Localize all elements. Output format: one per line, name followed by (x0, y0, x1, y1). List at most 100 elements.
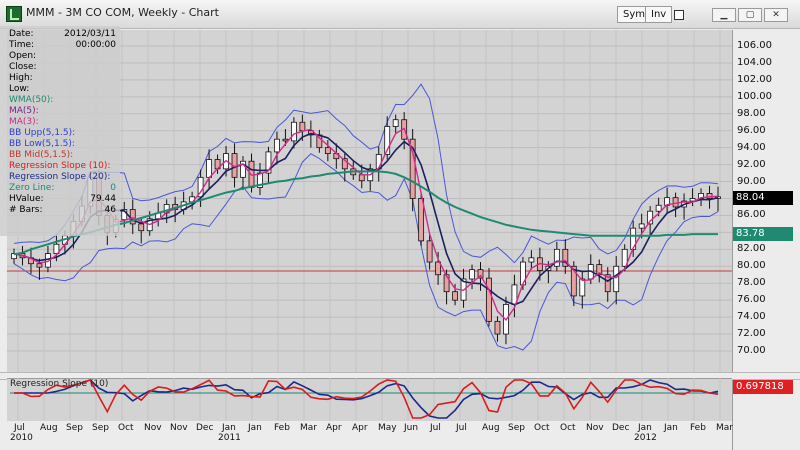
candle-body (257, 172, 263, 188)
data-window-label: Regression Slope (10): (9, 161, 111, 171)
price-tick-label: 70.00 (737, 345, 766, 356)
candle-body (265, 151, 272, 174)
data-window-value: 0 (110, 183, 116, 193)
month-tick-label: Jul (14, 423, 25, 433)
regression-value-badge: 0.697818 (733, 380, 793, 394)
candle-body (341, 158, 348, 170)
candle-body (689, 198, 696, 202)
data-window-row: Regression Slope (20): (9, 172, 110, 182)
price-marker-badge: 88.04 (733, 191, 793, 206)
price-tick-label: 92.00 (737, 158, 766, 170)
price-tick-label: 96.00 (737, 124, 766, 136)
year-tick-label: 2012 (634, 433, 657, 443)
month-tick-label: Mar (300, 423, 317, 433)
price-tick-label: 80.00 (737, 260, 766, 272)
data-window-value: 00:00:00 (75, 40, 116, 50)
month-tick-label: Jan (664, 423, 678, 433)
subchart-title: Regression Slope (10) (10, 379, 109, 389)
data-window-row: Low: (9, 84, 29, 94)
candle-body (274, 138, 280, 153)
month-tick-label: Aug (482, 423, 500, 433)
month-tick-label: Sep (66, 423, 83, 433)
price-tick-label: 76.00 (737, 294, 766, 306)
month-tick-label: Apr (352, 423, 368, 433)
data-window-label: BB Low(5,1.5): (9, 139, 75, 149)
candle-body (647, 210, 654, 225)
price-tick-label: 106.00 (737, 40, 772, 51)
price-tick-label: 94.00 (737, 141, 766, 153)
chart-app-icon (6, 6, 22, 22)
candle-body (384, 126, 391, 155)
candle-body (553, 248, 560, 267)
candle-body (621, 248, 628, 267)
month-tick-label: May (378, 423, 397, 433)
price-tick-label: 100.00 (737, 90, 772, 102)
data-window-row: HValue: 79.44 (9, 194, 116, 204)
year-tick-label: 2011 (218, 433, 241, 443)
data-window-row: BB Mid(5,1.5): (9, 150, 73, 160)
month-tick-label: Jun (404, 423, 419, 433)
candle-body (486, 277, 492, 322)
data-window-value: 2012/03/11 (64, 29, 116, 39)
candle-body (426, 240, 433, 263)
window-title: MMM - 3M CO COM, Weekly - Chart (26, 6, 219, 19)
data-window-label: Time: (9, 40, 35, 50)
candle-body (604, 274, 611, 293)
month-tick-label: Oct (118, 423, 134, 433)
candle-body (392, 119, 399, 127)
bb-lower-line (13, 153, 719, 351)
year-tick-label: 2010 (10, 433, 33, 443)
regression-subchart-area[interactable] (7, 378, 732, 421)
candle-body (494, 320, 501, 335)
candle-body (562, 248, 569, 267)
bb-upper-line (13, 83, 719, 264)
candle-body (206, 159, 212, 178)
data-window-label: Close: (9, 62, 37, 72)
sym-button[interactable]: Sym (617, 6, 652, 23)
candle-body (138, 223, 145, 232)
candle-body (452, 291, 458, 301)
candle-body (613, 265, 620, 293)
month-tick-label: Mar (716, 423, 733, 433)
data-window-label: WMA(50): (9, 95, 54, 105)
data-window-label: High: (9, 73, 33, 83)
link-toggle-icon[interactable] (674, 10, 684, 20)
wma50-line (13, 170, 718, 256)
price-tick-label: 82.00 (737, 243, 766, 255)
price-tick-label: 78.00 (737, 277, 766, 289)
month-tick-label: Nov (170, 423, 188, 433)
data-window-label: Regression Slope (20): (9, 172, 111, 182)
price-plot-area[interactable] (7, 30, 732, 372)
month-tick-label: Feb (690, 423, 706, 433)
data-window-row: High: (9, 73, 33, 83)
data-window-label: BB Mid(5,1.5): (9, 150, 74, 160)
candle-body (358, 174, 365, 182)
regression-slope-10-line (14, 379, 719, 419)
price-tick-label: 104.00 (737, 56, 772, 68)
price-marker-badge: 83.78 (733, 227, 793, 242)
candle-body (706, 193, 713, 199)
close-icon[interactable]: ✕ (764, 8, 788, 22)
candle-body (53, 243, 60, 254)
month-tick-label: Jul (456, 423, 467, 433)
data-window-row: BB Low(5,1.5): (9, 139, 75, 149)
data-window-label: MA(5): (9, 106, 39, 116)
data-window-row: Open: (9, 51, 36, 61)
month-tick-label: Aug (40, 423, 58, 433)
month-tick-label: Oct (534, 423, 550, 433)
month-tick-label: Jan (222, 423, 236, 433)
month-tick-label: Jan (638, 423, 652, 433)
candle-body (299, 121, 306, 132)
candle-body (240, 160, 246, 178)
price-tick-label: 72.00 (737, 328, 766, 340)
inv-button[interactable]: Inv (645, 6, 673, 23)
month-tick-label: Sep (508, 423, 525, 433)
candle-body (596, 264, 603, 276)
data-window-row: MA(5): (9, 106, 39, 116)
maximize-icon[interactable]: ▢ (738, 8, 762, 22)
ma3-line (13, 127, 719, 321)
minimize-icon[interactable]: ▁ (712, 8, 736, 22)
data-window-label: MA(3): (9, 117, 39, 127)
data-window-row: WMA(50): (9, 95, 53, 105)
